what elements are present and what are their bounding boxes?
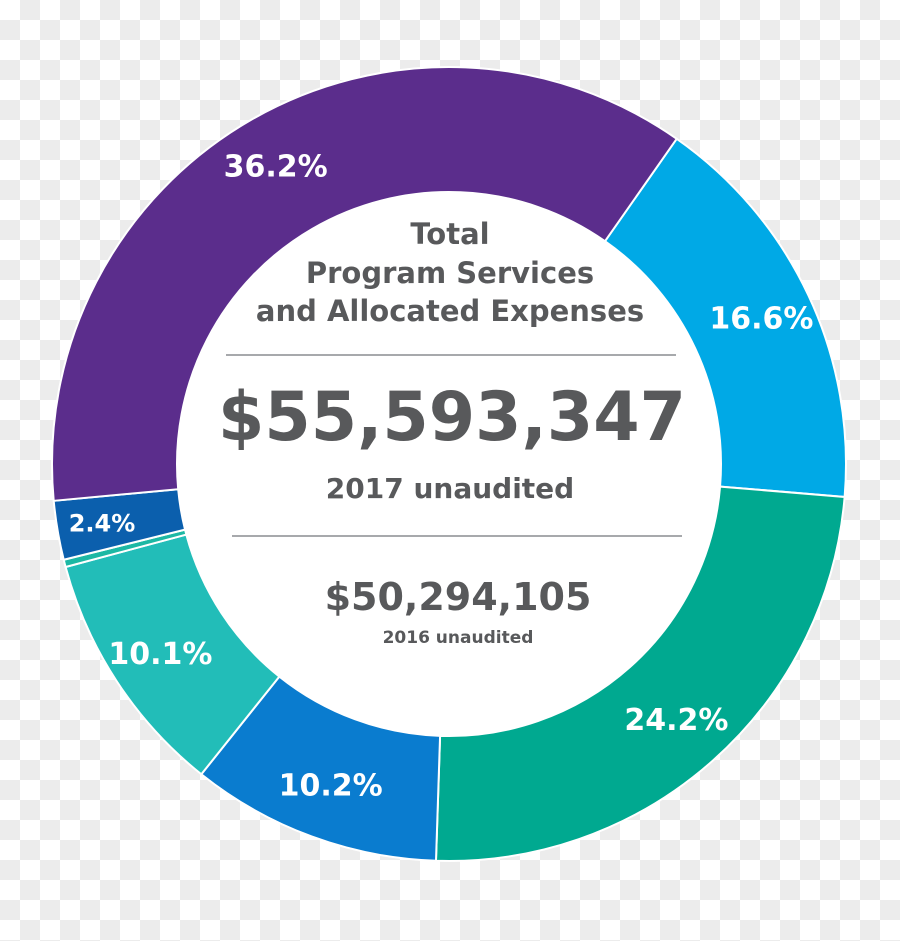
- total-2016-note: 2016 unaudited: [383, 628, 534, 648]
- donut-hole: [177, 192, 721, 736]
- total-2016-value: $50,294,105: [325, 575, 592, 619]
- total-2017-note: 2017 unaudited: [326, 472, 574, 505]
- slice-label-0: 16.6%: [709, 301, 813, 336]
- chart-title-line-2: Program Services: [306, 256, 594, 290]
- chart-title-line-1: Total: [410, 217, 489, 251]
- slice-label-1: 24.2%: [624, 703, 728, 738]
- slice-label-6: 36.2%: [224, 150, 328, 185]
- center-summary: Total Program Services and Allocated Exp…: [218, 217, 686, 648]
- total-2017-value: $55,593,347: [218, 378, 686, 457]
- slice-label-5: 2.4%: [69, 510, 136, 538]
- slice-label-2: 10.2%: [279, 769, 383, 804]
- chart-title-line-3: and Allocated Expenses: [256, 294, 644, 328]
- donut-slice-labels: 16.6%24.2%10.2%10.1%.3%2.4%36.2%: [69, 150, 814, 804]
- slice-label-3: 10.1%: [108, 637, 212, 672]
